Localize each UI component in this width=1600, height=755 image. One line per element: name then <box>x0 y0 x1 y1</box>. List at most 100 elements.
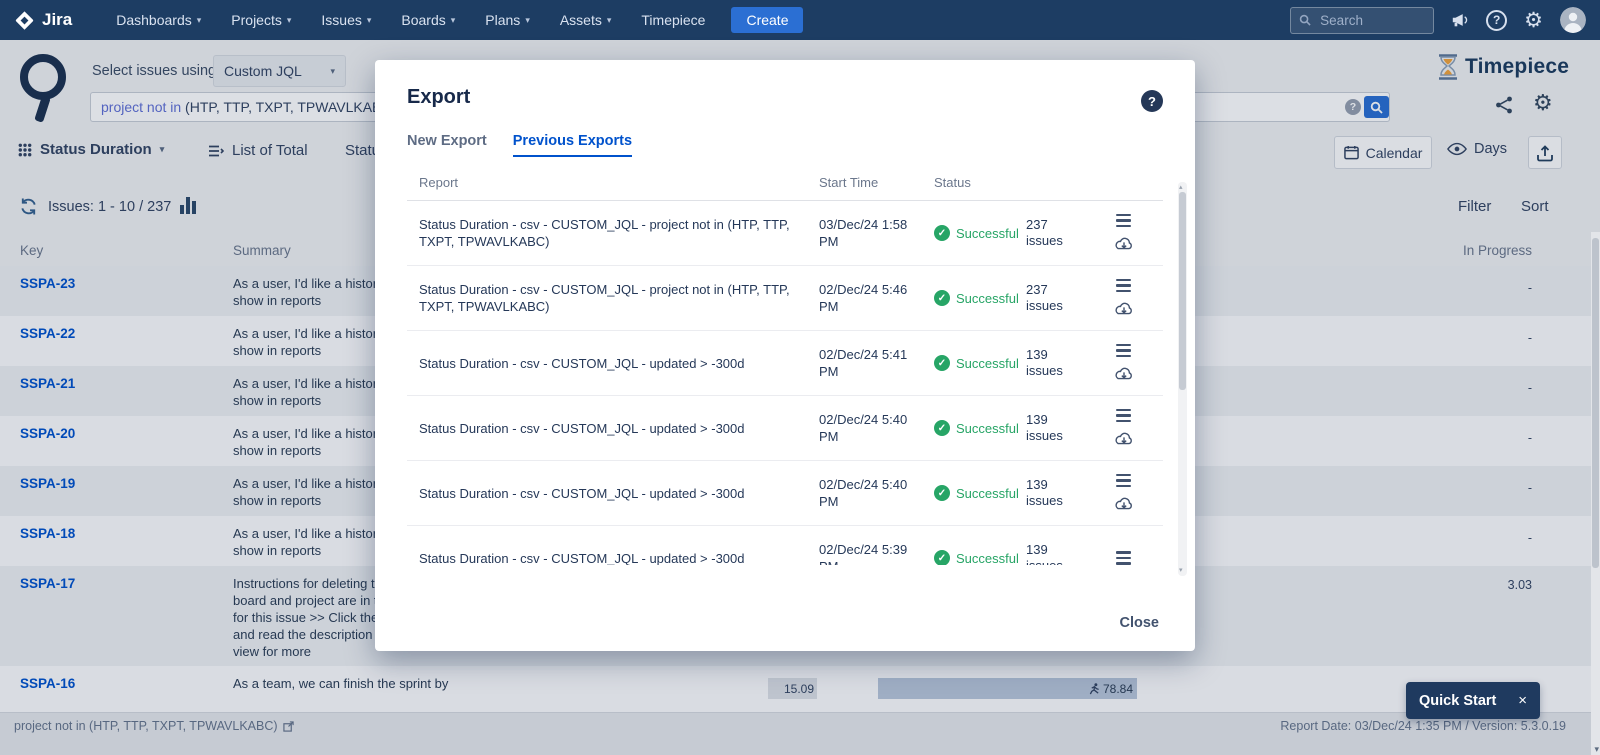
in-progress-value: 3.03 <box>1507 578 1532 592</box>
timepiece-logo: Timepiece <box>1437 54 1569 80</box>
issue-key-link[interactable]: SSPA-23 <box>20 276 76 291</box>
scroll-down-arrow-icon[interactable]: ▾ <box>1179 567 1183 574</box>
cloud-download-icon[interactable] <box>1114 301 1134 317</box>
top-navbar: Jira Dashboards ▾ Projects ▾ Issues ▾ Board… <box>0 0 1600 40</box>
nav-item-projects[interactable]: Projects ▾ <box>231 12 291 28</box>
quick-start-button[interactable]: Quick Start × <box>1406 682 1540 719</box>
check-glyph: ✓ <box>937 422 947 434</box>
jira-logo[interactable]: Jira <box>14 10 72 31</box>
external-link-icon <box>282 720 294 732</box>
scroll-up-arrow-icon[interactable]: ▴ <box>1179 184 1183 191</box>
issue-key-link[interactable]: SSPA-22 <box>20 326 76 341</box>
jql-help-icon[interactable]: ? <box>1345 99 1361 115</box>
in-progress-value: - <box>1527 481 1532 495</box>
nav-item-boards[interactable]: Boards ▾ <box>401 12 455 28</box>
export-issue-count: 237 issues <box>1026 217 1084 249</box>
export-issue-count: 139 issues <box>1026 477 1084 509</box>
filter-button[interactable]: Filter <box>1458 198 1492 215</box>
modal-title: Export <box>407 86 471 108</box>
settings-gear-icon[interactable]: ⚙ <box>1533 90 1553 115</box>
row-menu-icon[interactable] <box>1116 408 1131 423</box>
issue-key-link[interactable]: SSPA-19 <box>20 476 76 491</box>
issue-count-text: 139 issues <box>1026 347 1063 378</box>
nav-item-assets[interactable]: Assets ▾ <box>560 12 612 28</box>
modal-help-icon[interactable]: ? <box>1141 90 1163 112</box>
issue-key-link[interactable]: SSPA-17 <box>20 576 76 591</box>
export-row: Status Duration - csv - CUSTOM_JQL - upd… <box>407 526 1163 565</box>
avatar[interactable] <box>1560 7 1586 33</box>
export-start-time: 02/Dec/24 5:46 PM <box>819 281 934 315</box>
row-menu-icon[interactable] <box>1116 278 1131 293</box>
export-row-actions <box>1084 408 1163 448</box>
export-button[interactable] <box>1528 136 1562 169</box>
export-row-actions <box>1084 551 1163 565</box>
nav-item-timepiece[interactable]: Timepiece <box>641 12 705 28</box>
nav-item-issues[interactable]: Issues ▾ <box>321 12 371 28</box>
check-glyph: ✓ <box>937 227 947 239</box>
cloud-download-icon[interactable] <box>1114 431 1134 447</box>
sort-button[interactable]: Sort <box>1521 198 1549 215</box>
jql-mode-select[interactable]: Custom JQL ▾ <box>213 55 346 87</box>
megaphone-icon[interactable] <box>1451 12 1469 28</box>
question-glyph: ? <box>1493 13 1501 27</box>
export-start-time: 02/Dec/24 5:39 PM <box>819 541 934 565</box>
modal-scrollbar[interactable]: ▴ ▾ <box>1178 182 1187 576</box>
share-icon[interactable] <box>1494 95 1514 115</box>
page-scrollbar[interactable] <box>1591 232 1600 755</box>
issue-key-link[interactable]: SSPA-18 <box>20 526 76 541</box>
jira-logo-text: Jira <box>42 10 73 29</box>
start-time-text: 02/Dec/24 5:39 PM <box>819 542 908 565</box>
chevron-down-icon: ▾ <box>606 14 612 25</box>
nav-item-dashboards[interactable]: Dashboards ▾ <box>116 12 201 28</box>
cloud-download-icon[interactable] <box>1114 496 1134 512</box>
issue-summary: As a user, I'd like a historic show in r… <box>233 476 387 508</box>
search-input[interactable] <box>1318 11 1425 29</box>
page-scrollbar-thumb[interactable] <box>1592 238 1599 568</box>
modal-scrollbar-thumb[interactable] <box>1179 192 1186 390</box>
row-menu-icon[interactable] <box>1116 473 1131 488</box>
nav-item-label: Issues <box>321 12 362 28</box>
status-label: Successful <box>956 355 1019 371</box>
issue-key-link[interactable]: SSPA-20 <box>20 426 76 441</box>
in-progress-value: - <box>1527 381 1532 395</box>
tab-previous-exports[interactable]: Previous Exports <box>512 133 633 157</box>
row-menu-icon[interactable] <box>1116 551 1131 565</box>
export-issue-count: 139 issues <box>1026 412 1084 444</box>
cloud-download-icon[interactable] <box>1114 366 1134 382</box>
refresh-icon[interactable] <box>19 197 38 216</box>
help-icon[interactable]: ? <box>1486 9 1508 31</box>
success-check-icon: ✓ <box>934 550 950 565</box>
issue-count-text: 237 issues <box>1026 282 1063 313</box>
clipped-toolbar-button[interactable]: Statu <box>345 142 381 159</box>
jql-search-button[interactable] <box>1364 96 1389 118</box>
export-report-name: Status Duration - csv - CUSTOM_JQL - pro… <box>419 217 790 249</box>
tab-new-export[interactable]: New Export <box>407 133 487 149</box>
row-menu-icon[interactable] <box>1116 343 1131 358</box>
chevron-down-icon: ▾ <box>159 144 165 154</box>
calendar-button[interactable]: Calendar <box>1334 136 1432 169</box>
close-icon[interactable]: × <box>1518 692 1527 709</box>
list-of-total-button[interactable]: List of Total <box>208 142 308 159</box>
cloud-download-icon[interactable] <box>1114 236 1134 252</box>
global-search[interactable] <box>1290 6 1435 34</box>
start-time-text: 02/Dec/24 5:40 PM <box>819 412 908 444</box>
issue-key-link[interactable]: SSPA-21 <box>20 376 76 391</box>
nav-item-label: Dashboards <box>116 12 192 28</box>
export-row-actions <box>1084 343 1163 383</box>
issue-key-link[interactable]: SSPA-16 <box>20 676 76 691</box>
export-icon <box>1536 144 1554 162</box>
scroll-down-arrow-icon[interactable]: ▾ <box>1594 744 1599 754</box>
export-start-time: 03/Dec/24 1:58 PM <box>819 216 934 250</box>
nav-item-label: Boards <box>401 12 446 28</box>
view-selector-button[interactable]: Status Duration ▾ <box>18 141 164 158</box>
modal-close-button[interactable]: Close <box>1119 615 1160 631</box>
create-button[interactable]: Create <box>731 7 804 33</box>
chart-view-icon[interactable] <box>180 197 196 214</box>
chevron-down-icon: ▾ <box>196 14 202 25</box>
days-unit-button[interactable]: Days <box>1447 141 1507 157</box>
quick-start-label: Quick Start <box>1419 692 1497 709</box>
row-menu-icon[interactable] <box>1116 213 1131 228</box>
nav-item-plans[interactable]: Plans ▾ <box>485 12 530 28</box>
gear-icon[interactable]: ⚙ <box>1524 8 1543 32</box>
footer-jql-link[interactable]: project not in (HTP, TTP, TXPT, TPWAVLKA… <box>14 719 294 733</box>
